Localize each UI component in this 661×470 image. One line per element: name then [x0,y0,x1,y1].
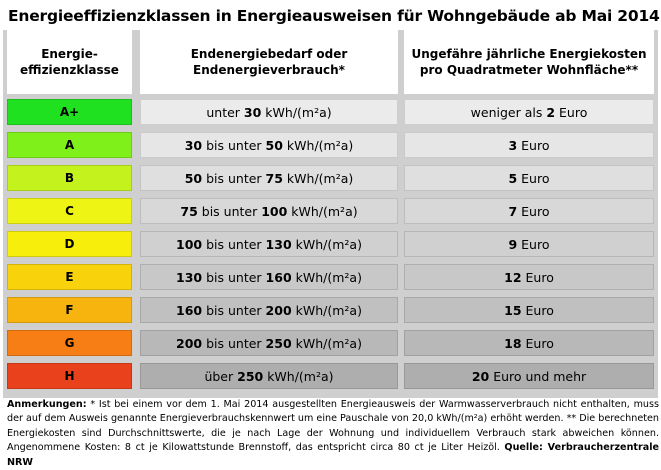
cost-cell: 20 Euro und mehr [404,363,654,389]
class-cell: B [7,165,132,191]
class-cell: A [7,132,132,158]
header-cost: Ungefähre jährliche Energiekosten pro Qu… [404,30,654,94]
notes-text: * Ist bei einem vor dem 1. Mai 2014 ausg… [7,399,659,454]
demand-cell: 30 bis unter 50 kWh/(m²a) [140,132,398,158]
class-cell: H [7,363,132,389]
table-row: A 30 bis unter 50 kWh/(m²a) 3 Euro [3,132,658,158]
demand-cell: unter 30 kWh/(m²a) [140,99,398,125]
table-row: D 100 bis unter 130 kWh/(m²a) 9 Euro [3,231,658,257]
demand-cell: über 250 kWh/(m²a) [140,363,398,389]
footnotes: Anmerkungen: * Ist bei einem vor dem 1. … [7,398,659,470]
table-row: E 130 bis unter 160 kWh/(m²a) 12 Euro [3,264,658,290]
notes-label: Anmerkungen: [7,399,87,410]
class-cell: A+ [7,99,132,125]
cost-cell: 7 Euro [404,198,654,224]
demand-cell: 200 bis unter 250 kWh/(m²a) [140,330,398,356]
cost-cell: 9 Euro [404,231,654,257]
demand-cell: 130 bis unter 160 kWh/(m²a) [140,264,398,290]
class-cell: G [7,330,132,356]
table-row: G 200 bis unter 250 kWh/(m²a) 18 Euro [3,330,658,356]
cost-cell: weniger als 2 Euro [404,99,654,125]
page-title: Energieeffizienzklassen in Energieauswei… [8,7,660,25]
demand-cell: 75 bis unter 100 kWh/(m²a) [140,198,398,224]
cost-cell: 3 Euro [404,132,654,158]
table-row: B 50 bis unter 75 kWh/(m²a) 5 Euro [3,165,658,191]
class-cell: D [7,231,132,257]
header-class: Energie- effizienzklasse [7,30,132,94]
cost-cell: 15 Euro [404,297,654,323]
cost-cell: 18 Euro [404,330,654,356]
table-row: C 75 bis unter 100 kWh/(m²a) 7 Euro [3,198,658,224]
cost-cell: 5 Euro [404,165,654,191]
table-row: A+ unter 30 kWh/(m²a) weniger als 2 Euro [3,99,658,125]
header-demand: Endenergiebedarf oder Endenergieverbrauc… [140,30,398,94]
cost-cell: 12 Euro [404,264,654,290]
table-row: F 160 bis unter 200 kWh/(m²a) 15 Euro [3,297,658,323]
demand-cell: 160 bis unter 200 kWh/(m²a) [140,297,398,323]
demand-cell: 50 bis unter 75 kWh/(m²a) [140,165,398,191]
class-cell: E [7,264,132,290]
class-cell: C [7,198,132,224]
demand-cell: 100 bis unter 130 kWh/(m²a) [140,231,398,257]
class-cell: F [7,297,132,323]
efficiency-table: Energie- effizienzklasse Endenergiebedar… [3,30,658,398]
